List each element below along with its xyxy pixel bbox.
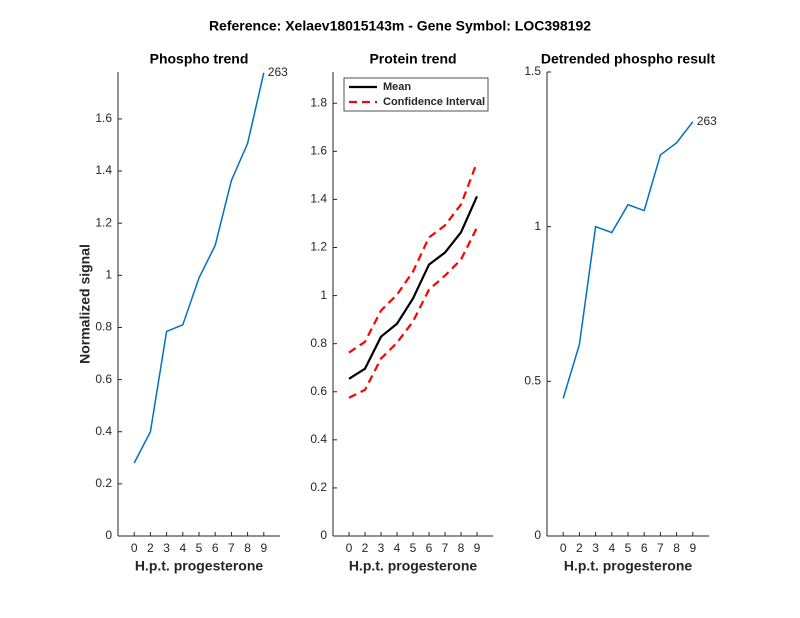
figure-title: Reference: Xelaev18015143m - Gene Symbol…	[209, 18, 591, 34]
subplot-title: Phospho trend	[150, 51, 249, 67]
y-tick-label: 1	[320, 288, 327, 302]
y-tick-label: 1.2	[310, 240, 327, 254]
ci-lower	[348, 227, 478, 399]
subplot-title: Detrended phospho result	[541, 51, 716, 67]
line	[562, 121, 694, 399]
y-tick-label: 1.6	[310, 144, 327, 158]
x-tick-label: 8	[673, 541, 680, 555]
x-tick-label: 9	[689, 541, 696, 555]
y-tick-label: 1.2	[95, 215, 112, 229]
y-tick-label: 0	[534, 528, 541, 542]
x-tick-label: 5	[196, 541, 203, 555]
y-tick-label: 0.6	[95, 372, 112, 386]
x-tick-label: 3	[592, 541, 599, 555]
x-axis-label: H.p.t. progesterone	[564, 558, 693, 574]
x-tick-label: 4	[394, 541, 401, 555]
x-tick-label: 9	[474, 541, 481, 555]
x-axis-label: H.p.t. progesterone	[135, 558, 264, 574]
y-tick-label: 0.4	[95, 424, 112, 438]
legend-box	[343, 77, 489, 112]
y-tick-label: 1.6	[95, 111, 112, 125]
x-tick-label: 8	[458, 541, 465, 555]
x-tick-label: 4	[608, 541, 615, 555]
y-tick-label: 0.8	[310, 336, 327, 350]
y-tick-label: 1	[534, 219, 541, 233]
ci-upper	[348, 162, 479, 354]
x-tick-label: 7	[228, 541, 235, 555]
y-tick-label: 0	[320, 528, 327, 542]
y-tick-label: 0.2	[95, 476, 112, 490]
x-tick-label: 2	[362, 541, 369, 555]
x-tick-label: 2	[147, 541, 154, 555]
x-tick-label: 6	[212, 541, 219, 555]
y-tick-label: 0.5	[524, 374, 541, 388]
line	[133, 72, 265, 464]
x-tick-label: 7	[442, 541, 449, 555]
y-axis-label: Normalized signal	[77, 244, 93, 364]
y-tick-label: 1.5	[524, 64, 541, 78]
y-tick-label: 1.8	[310, 95, 327, 109]
y-tick-label: 1.4	[95, 163, 112, 177]
y-tick-label: 0.8	[95, 320, 112, 334]
x-tick-label: 4	[179, 541, 186, 555]
x-tick-label: 6	[426, 541, 433, 555]
x-tick-label: 3	[163, 541, 170, 555]
legend-label: Mean	[383, 81, 411, 93]
x-tick-label: 0	[346, 541, 353, 555]
x-tick-label: 5	[625, 541, 632, 555]
x-tick-label: 3	[378, 541, 385, 555]
legend-label: Confidence Interval	[383, 96, 485, 108]
x-tick-label: 9	[260, 541, 267, 555]
x-tick-label: 0	[560, 541, 567, 555]
annotation: 263	[268, 65, 288, 79]
y-tick-label: 0.6	[310, 384, 327, 398]
annotation: 263	[697, 114, 717, 128]
y-tick-label: 1	[105, 267, 112, 281]
x-axis-label: H.p.t. progesterone	[349, 558, 478, 574]
line	[348, 195, 479, 380]
x-tick-label: 8	[244, 541, 251, 555]
y-tick-label: 0.2	[310, 480, 327, 494]
x-tick-label: 2	[576, 541, 583, 555]
x-tick-label: 5	[410, 541, 417, 555]
x-tick-label: 0	[131, 541, 138, 555]
x-tick-label: 6	[641, 541, 648, 555]
y-tick-label: 0.4	[310, 432, 327, 446]
subplot-title: Protein trend	[369, 51, 456, 67]
x-tick-label: 7	[657, 541, 664, 555]
y-tick-label: 1.4	[310, 192, 327, 206]
y-tick-label: 0	[105, 528, 112, 542]
